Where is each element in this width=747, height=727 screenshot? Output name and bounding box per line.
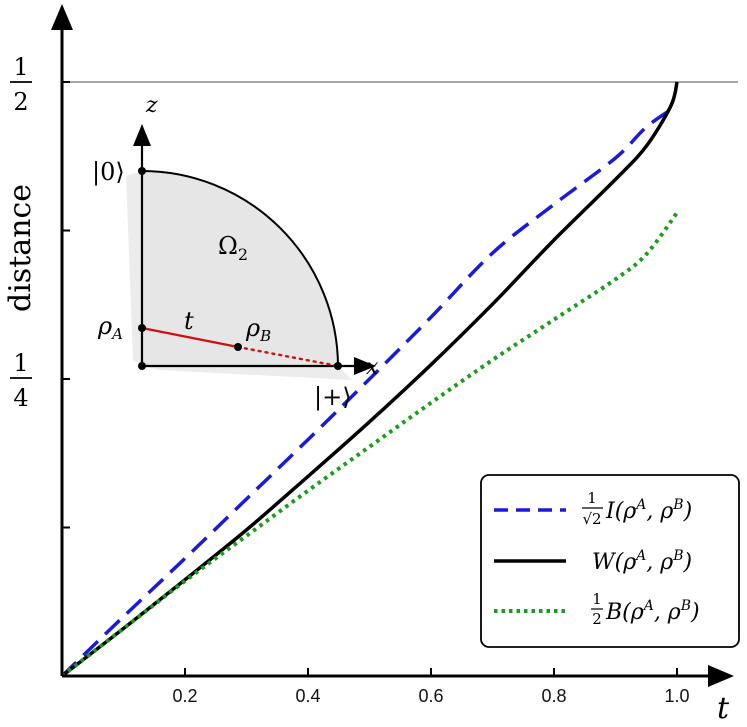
legend-entry-bures-sup1: A: [642, 598, 654, 614]
legend-entry-info-body: I(ρ: [605, 499, 636, 524]
inset-rho-a-label: ρA: [97, 312, 123, 343]
legend-entry-info: 1 √2 I(ρA, ρB): [582, 489, 692, 528]
legend-entry-info-mid: , ρ: [646, 499, 673, 524]
inset-diagram: z x |0⟩ |+⟩ Ω2 ρA ρB t: [92, 93, 379, 412]
inset-region-label: Ω2: [218, 232, 248, 264]
y-label-half-num: 1: [13, 53, 28, 81]
legend-entry-wasserstein-text: W(ρA, ρB): [592, 548, 692, 575]
y-axis-label: distance: [3, 184, 38, 312]
x-tick-label: 0.4: [295, 686, 320, 706]
series-wasserstein-line: [60, 81, 679, 678]
inset-point-origin: [138, 362, 146, 370]
series-layer: [60, 81, 679, 678]
inset-point-plus: [334, 362, 342, 370]
x-ticks: 0.2 0.4 0.6 0.8 1.0: [172, 668, 690, 706]
inset-x-arrow-icon: [354, 357, 376, 375]
inset-region-subscript: 2: [238, 245, 248, 264]
y-label-half-den: 2: [13, 88, 28, 116]
legend-entry-bures-den: 2: [592, 610, 602, 628]
inset-x-label: x: [366, 355, 379, 380]
legend-entry-wasserstein-sup1: A: [634, 548, 646, 564]
inset-rho-a-symbol: ρ: [97, 312, 112, 340]
legend-entry-bures-mid: , ρ: [654, 600, 681, 625]
legend-entry-info-sup1: A: [634, 497, 646, 513]
legend-entry-info-end: ): [683, 499, 693, 524]
inset-rho-b-subscript: B: [259, 327, 271, 345]
x-tick-label: 1.0: [664, 686, 689, 706]
legend-entry-info-text: I(ρA, ρB): [605, 497, 692, 524]
inset-rho-b-label: ρB: [245, 314, 271, 345]
y-label-quarter-den: 4: [13, 384, 28, 412]
legend-entry-bures-body: B(ρ: [605, 600, 644, 625]
inset-region-symbol: Ω: [218, 232, 238, 260]
inset-state-zero: |0⟩: [92, 158, 125, 187]
inset-region-shadow-bottom: [142, 366, 352, 380]
y-label-quarter: 1 4: [10, 349, 32, 412]
x-tick-label: 0.6: [418, 686, 443, 706]
legend-entry-bures-sup2: B: [680, 598, 691, 614]
inset-segment-label: t: [184, 307, 194, 335]
series-bures-line: [60, 211, 679, 678]
x-tick-label: 0.8: [541, 686, 566, 706]
legend-entry-info-sup2: B: [672, 497, 683, 513]
inset-point-rho-a: [138, 324, 146, 332]
legend-entry-bures: 1 2 B(ρA, ρB): [591, 590, 700, 628]
y-axis-arrow-icon: [51, 4, 73, 30]
inset-rho-b-symbol: ρ: [245, 314, 260, 342]
inset-region: [141, 169, 340, 367]
legend-entry-info-num: 1: [587, 489, 597, 507]
inset-z-arrow-icon: [133, 124, 151, 146]
y-label-half: 1 2: [10, 53, 32, 116]
legend-entry-bures-num: 1: [592, 590, 602, 608]
inset-region-shadow: [126, 171, 142, 366]
legend-entry-wasserstein-sup2: B: [672, 548, 683, 564]
inset-segment-extension: [236, 345, 340, 368]
x-tick-label: 0.2: [172, 686, 197, 706]
legend-entry-bures-text: B(ρA, ρB): [605, 598, 700, 625]
series-info-line: [60, 104, 678, 678]
y-ticks: [62, 81, 70, 529]
legend-entry-bures-end: ): [690, 600, 700, 625]
inset-rho-a-subscript: A: [110, 325, 123, 343]
legend-entry-wasserstein-body: W(ρ: [592, 550, 636, 575]
inset-z-label: z: [145, 93, 158, 118]
x-axis-label: t: [717, 691, 730, 726]
legend-entry-info-den: √2: [582, 510, 601, 528]
inset-segment: [141, 326, 239, 349]
inset-point-rho-b: [234, 343, 242, 351]
inset-point-zero: [138, 167, 146, 175]
axes: [51, 4, 734, 687]
y-label-quarter-num: 1: [13, 349, 28, 377]
legend-entry-wasserstein: W(ρA, ρB): [592, 548, 692, 575]
x-axis-arrow-icon: [708, 665, 734, 687]
legend: 1 √2 I(ρA, ρB) W(ρA, ρB) 1 2 B(ρA, ρB): [480, 474, 740, 648]
legend-box: [480, 474, 740, 648]
inset-state-plus: |+⟩: [314, 383, 352, 412]
legend-entry-wasserstein-mid: , ρ: [646, 550, 673, 575]
legend-entry-wasserstein-end: ): [682, 550, 692, 575]
